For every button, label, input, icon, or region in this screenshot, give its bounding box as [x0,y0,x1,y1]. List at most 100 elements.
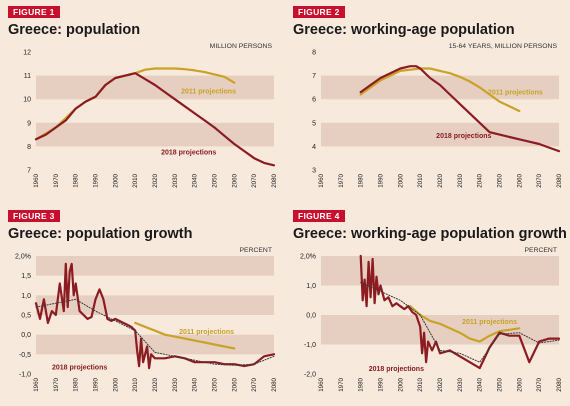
x-tick-label: 1970 [53,173,60,187]
x-tick-label: 2020 [152,377,159,391]
annotation-label: 2011 projections [462,319,517,326]
x-tick-label: 1990 [93,377,100,391]
grid-band [321,122,559,147]
annotation-label: 2018 projections [52,364,107,371]
x-tick-label: 1980 [73,377,80,391]
annotation-label: 2011 projections [179,329,234,336]
y-tick-label: 9 [27,120,31,127]
x-tick-label: 2060 [231,173,238,187]
x-tick-label: 1970 [53,377,60,391]
x-tick-label: 2030 [457,377,464,391]
unit-label: PERCENT [239,247,272,254]
x-tick-label: 1980 [358,173,365,187]
x-tick-label: 2020 [437,377,444,391]
y-tick-label: 1,0 [21,293,31,300]
x-tick-label: 2000 [397,173,404,187]
figure-badge: FIGURE 3 [8,210,60,222]
x-tick-label: 1960 [33,173,40,187]
x-tick-label: 2040 [192,377,199,391]
x-tick-label: 2030 [172,377,179,391]
grid-band [321,256,559,286]
y-tick-label: 8 [27,144,31,151]
grid-band [321,315,559,345]
x-tick-label: 2070 [251,173,258,187]
y-tick-label: 8 [312,50,316,57]
y-tick-label: 2,0% [15,254,31,261]
y-tick-label: -1,0 [19,372,31,379]
y-tick-label: 3 [312,168,316,175]
annotation-label: 2018 projections [369,366,424,373]
x-tick-label: 1980 [73,173,80,187]
annotation-label: 2011 projections [488,89,543,96]
x-tick-label: 2070 [536,377,543,391]
x-tick-label: 2000 [397,377,404,391]
x-tick-label: 2040 [477,173,484,187]
y-tick-label: 12 [23,50,31,57]
x-tick-label: 2000 [112,377,119,391]
y-tick-label: 0,0 [306,313,316,320]
x-tick-label: 2080 [271,377,278,391]
figure-2-panel: FIGURE 2 Greece: working-age population … [287,2,567,202]
annotation-label: 2018 projections [161,150,216,157]
x-tick-label: 2060 [516,173,523,187]
x-tick-label: 2050 [497,173,504,187]
x-tick-label: 1960 [318,173,325,187]
x-tick-label: 2060 [231,377,238,391]
grid-band [36,295,274,315]
y-tick-label: 4 [312,144,316,151]
x-tick-label: 2050 [212,377,219,391]
x-tick-label: 2030 [172,173,179,187]
figure-1-panel: FIGURE 1 Greece: population MILLION PERS… [2,2,282,202]
figure-3-panel: FIGURE 3 Greece: population growth PERCE… [2,206,282,406]
y-tick-label: -1,0 [304,342,316,349]
x-tick-label: 2080 [556,173,563,187]
x-tick-label: 2050 [497,377,504,391]
x-tick-label: 2020 [437,173,444,187]
x-tick-label: 2080 [271,173,278,187]
x-tick-label: 2040 [477,377,484,391]
x-tick-label: 2000 [112,173,119,187]
line-2011-projections [409,305,521,343]
unit-label: PERCENT [524,247,557,254]
line-2018-projections [34,72,276,167]
unit-label: 15-64 YEARS, MILLION PERSONS [448,43,557,50]
x-tick-label: 1960 [33,377,40,391]
y-tick-label: 0,0 [21,332,31,339]
x-tick-label: 2020 [152,173,159,187]
population-chart: 7 8 9 10 11 12 1960 1970 1980 1990 2000 2010 2020 203… [23,50,278,188]
x-tick-label: 1990 [378,173,385,187]
chart-title: Greece: working-age population growth [293,226,567,242]
line-2011-projections [134,321,236,350]
figure-4-panel: FIGURE 4 Greece: working-age population … [287,206,567,406]
figure-badge: FIGURE 4 [293,210,345,222]
y-tick-label: 2,0% [300,254,316,261]
working-age-population-chart: 3 4 5 6 7 8 1960 1970 1980 1990 2000 2010 2020 2030 20… [312,50,563,188]
x-tick-label: 2070 [536,173,543,187]
y-tick-label: -2,0 [304,372,316,379]
x-tick-label: 1990 [93,173,100,187]
figure-badge: FIGURE 2 [293,6,345,18]
trend-line [35,298,275,366]
chart-title: Greece: working-age population [293,22,515,38]
chart-title: Greece: population growth [8,226,193,242]
x-tick-label: 2060 [516,377,523,391]
y-tick-label: 10 [23,97,31,104]
x-tick-label: 1970 [338,377,345,391]
line-2018-projections [359,65,561,153]
line-2011-projections [359,67,521,113]
y-tick-label: 11 [24,73,31,80]
annotation-label: 2011 projections [181,88,236,95]
grid-band [36,122,274,147]
y-tick-label: 0,5 [21,313,31,320]
x-tick-label: 2040 [192,173,199,187]
trend-line [360,282,560,363]
unit-label: MILLION PERSONS [209,43,272,50]
y-tick-label: 5 [312,120,316,127]
y-tick-label: 1,5 [21,273,31,280]
line-2018-projections [34,262,276,370]
annotation-label: 2018 projections [436,133,491,140]
x-tick-label: 1980 [358,377,365,391]
x-tick-label: 2010 [132,173,139,187]
